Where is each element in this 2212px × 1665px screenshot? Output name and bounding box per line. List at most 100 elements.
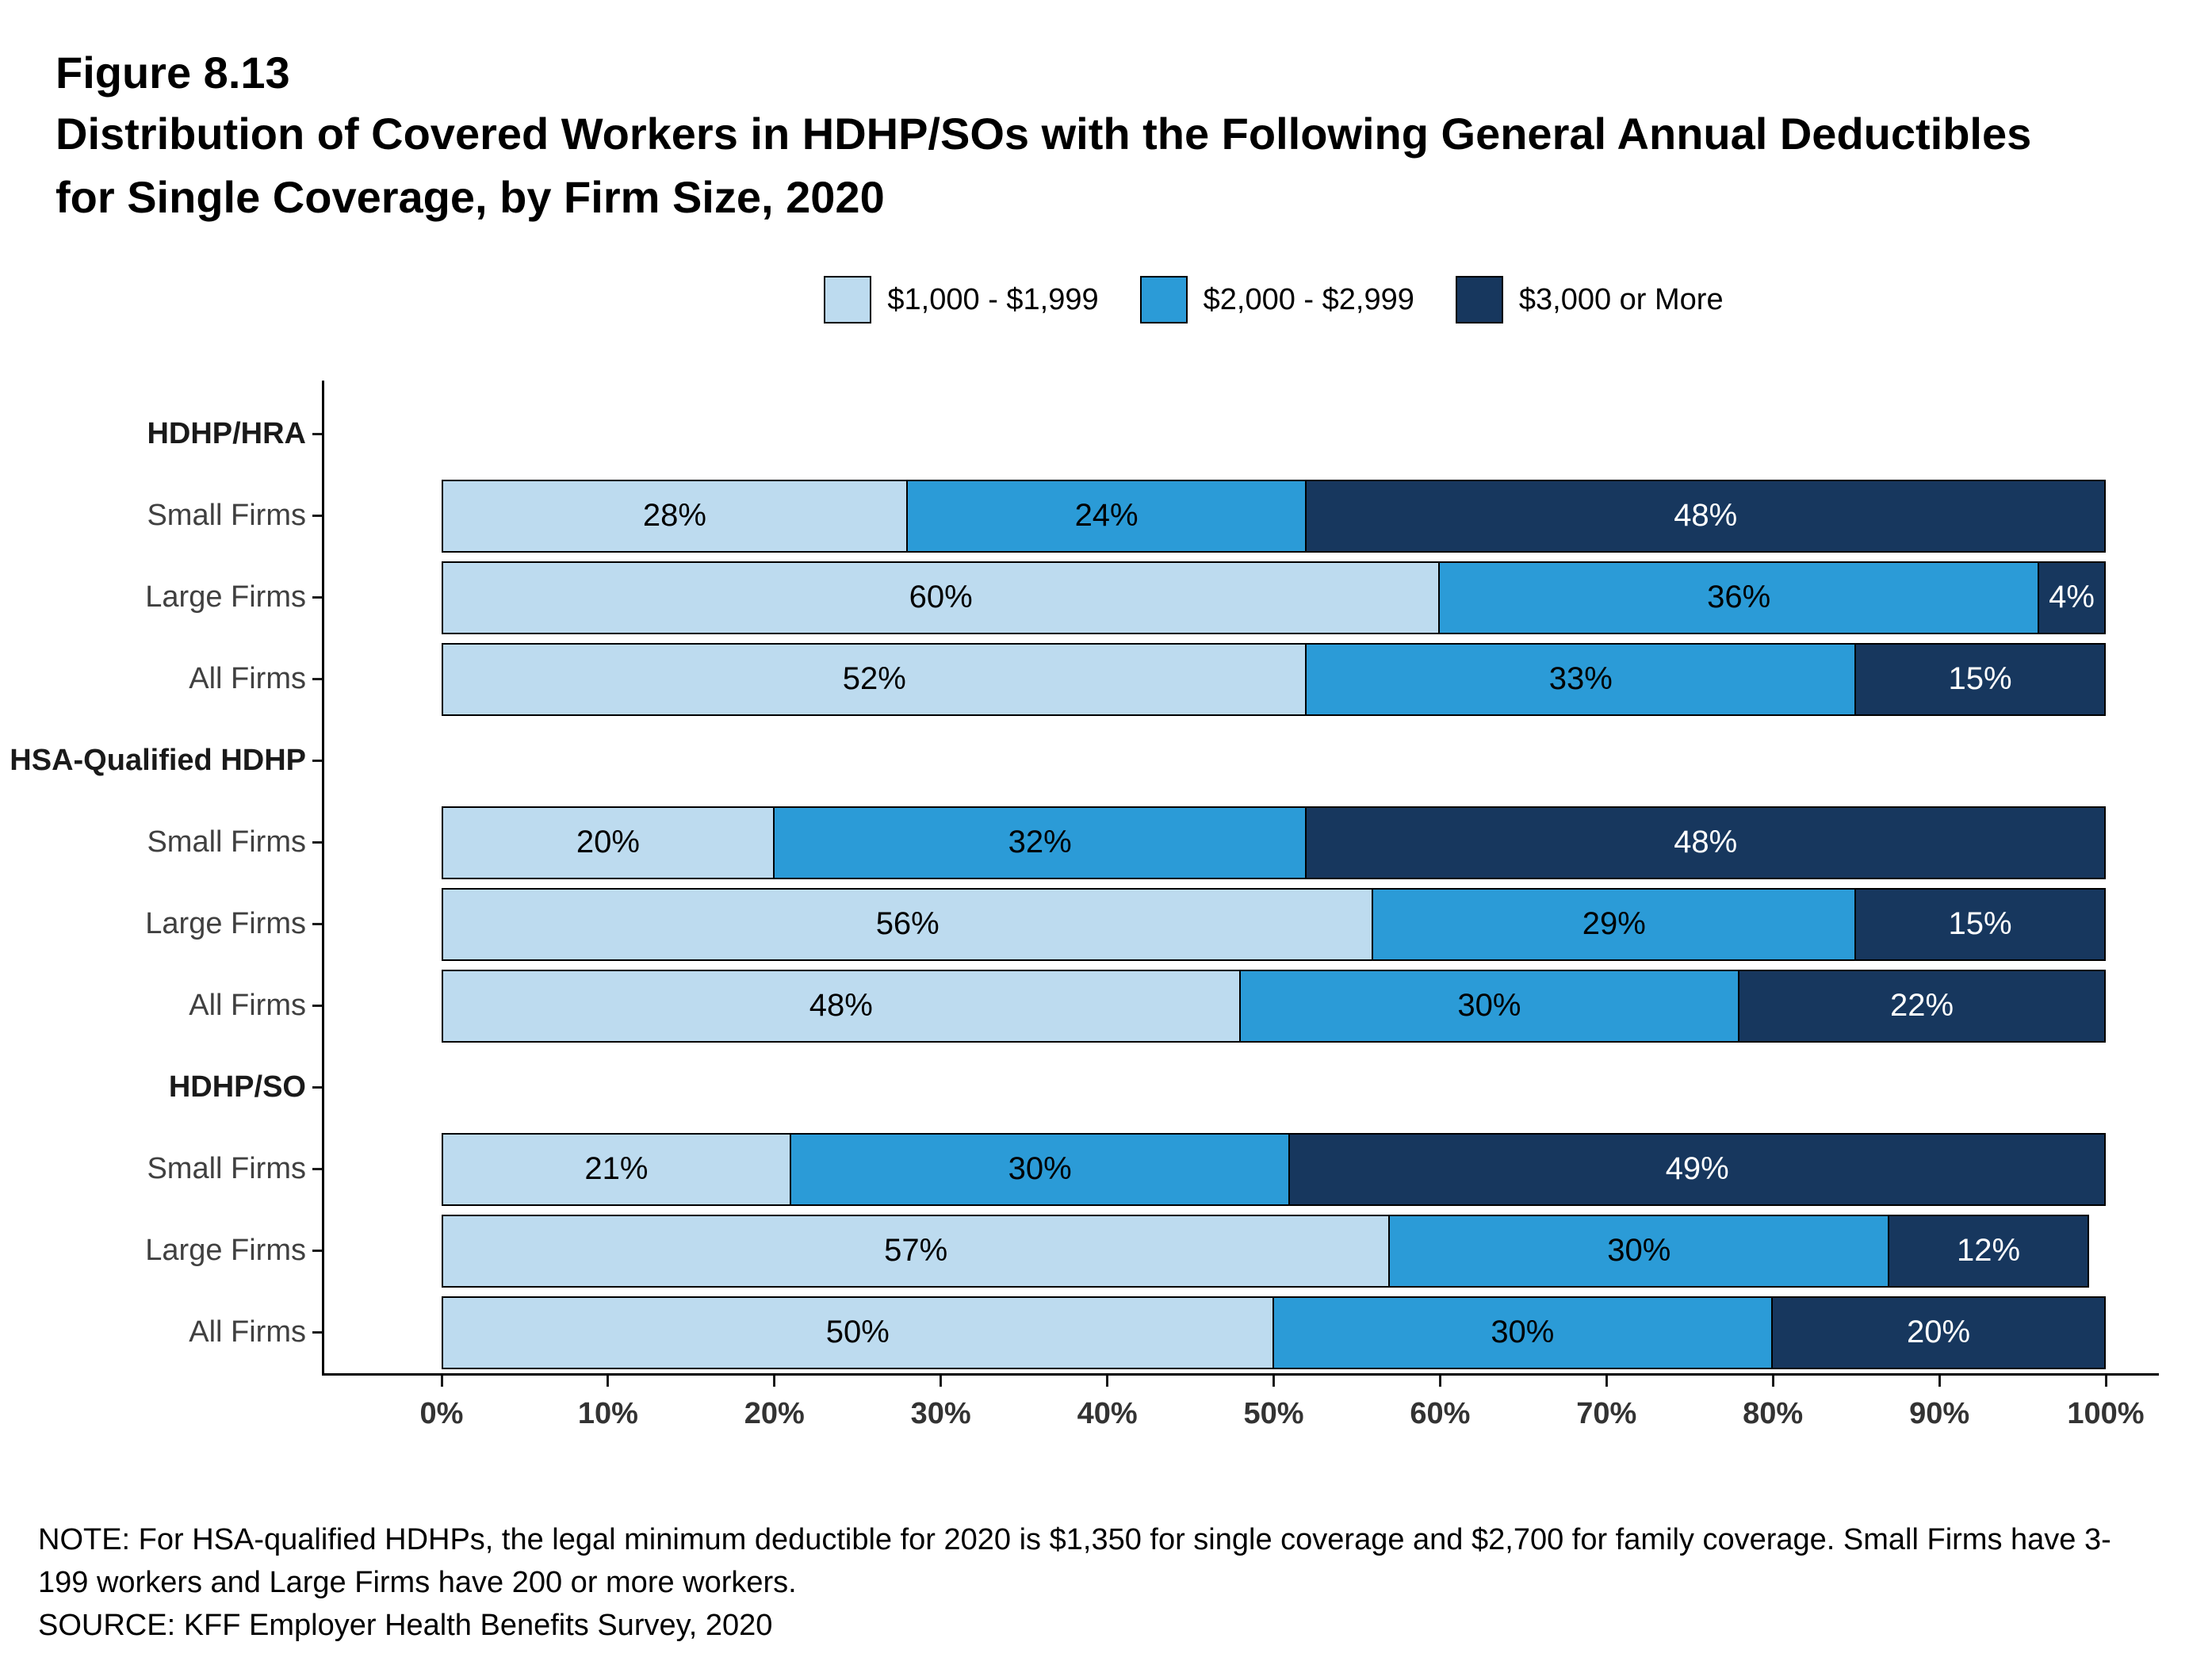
legend-swatch-icon	[1455, 276, 1503, 323]
bar-segment-value: 22%	[1890, 988, 1954, 1023]
legend-swatch-icon	[1139, 276, 1188, 323]
bar-segment: 22%	[1739, 969, 2106, 1043]
stacked-bar: 21% 30% 49%	[442, 1132, 2106, 1206]
x-axis-tick-label: 0%	[419, 1397, 464, 1430]
bar-segment: 28%	[442, 479, 908, 553]
note-text: NOTE: For HSA-qualified HDHPs, the legal…	[38, 1523, 2111, 1599]
bar-segment: 52%	[442, 642, 1307, 716]
bar-row: Large Firms 56% 29% 15%	[0, 883, 2106, 965]
y-axis-label: All Firms	[189, 662, 306, 695]
bar-segment: 56%	[442, 887, 1374, 961]
bar-segment-value: 30%	[1008, 1151, 1072, 1186]
bar-segment: 48%	[1307, 479, 2106, 553]
bar-segment-value: 15%	[1948, 906, 2012, 941]
bar-segment-value: 57%	[884, 1233, 948, 1268]
legend-label: $3,000 or More	[1518, 282, 1724, 316]
y-axis-tick	[312, 760, 322, 762]
y-axis-tick	[312, 433, 322, 435]
chart-header: Figure 8.13 Distribution of Covered Work…	[0, 0, 2212, 229]
notes: NOTE: For HSA-qualified HDHPs, the legal…	[38, 1518, 2131, 1647]
bar-segment-value: 30%	[1457, 988, 1521, 1023]
bar-segment-value: 56%	[875, 906, 940, 941]
bar-row: Small Firms 28% 24% 48%	[0, 475, 2106, 557]
bar-segment-value: 21%	[584, 1151, 649, 1186]
y-axis-label: HDHP/HRA	[147, 417, 306, 450]
x-axis-tick-label: 60%	[1410, 1397, 1471, 1430]
bar-segment-value: 20%	[1907, 1315, 1971, 1349]
y-axis-label: Small Firms	[147, 1152, 306, 1185]
group-label-row: HDHP/SO	[0, 1047, 2106, 1128]
legend-item-0: $1,000 - $1,999	[824, 276, 1099, 323]
bar-segment: 30%	[790, 1132, 1291, 1206]
bar-rows: HDHP/HRA Small Firms 28% 24% 48% Large Firms 6…	[0, 393, 2106, 1373]
stacked-bar: 20% 32% 48%	[442, 806, 2106, 879]
bar-row: Large Firms 60% 36% 4%	[0, 557, 2106, 638]
y-axis-tick	[312, 1331, 322, 1334]
bar-segment: 15%	[1856, 642, 2106, 716]
bar-segment: 20%	[1773, 1296, 2106, 1369]
bar-segment: 24%	[907, 479, 1307, 553]
x-axis-tick	[1938, 1376, 1941, 1387]
bar-segment-value: 50%	[825, 1315, 890, 1349]
group-label-row: HDHP/HRA	[0, 393, 2106, 475]
bar-segment: 29%	[1373, 887, 1857, 961]
bar-segment-value: 36%	[1707, 580, 1771, 614]
legend-label: $2,000 - $2,999	[1203, 282, 1414, 316]
stacked-bar: 60% 36% 4%	[442, 561, 2106, 634]
bar-segment: 48%	[1307, 806, 2106, 879]
bar-segment-value: 12%	[1957, 1233, 2021, 1268]
bar-segment: 50%	[442, 1296, 1274, 1369]
bar-segment: 30%	[1273, 1296, 1774, 1369]
x-axis-tick	[1438, 1376, 1441, 1387]
bar-row: All Firms 52% 33% 15%	[0, 638, 2106, 720]
bar-segment-value: 30%	[1607, 1233, 1671, 1268]
y-axis-label: Small Firms	[147, 825, 306, 859]
bar-segment-value: 20%	[576, 825, 640, 859]
y-axis-tick	[312, 515, 322, 517]
bar-segment: 33%	[1307, 642, 1857, 716]
bar-row: All Firms 50% 30% 20%	[0, 1292, 2106, 1373]
y-axis-tick	[312, 841, 322, 844]
y-axis-tick	[312, 596, 322, 599]
bar-segment-value: 49%	[1665, 1151, 1729, 1186]
legend-swatch-icon	[824, 276, 872, 323]
chart-title-line2: for Single Coverage, by Firm Size, 2020	[55, 172, 885, 222]
bar-segment: 30%	[1390, 1214, 1890, 1288]
bar-segment-value: 60%	[909, 580, 973, 614]
legend: $1,000 - $1,999 $2,000 - $2,999 $3,000 or …	[442, 276, 2106, 323]
y-axis-label: All Firms	[189, 989, 306, 1022]
x-axis-tick-label: 70%	[1576, 1397, 1637, 1430]
source-text: SOURCE: KFF Employer Health Benefits Sur…	[38, 1609, 773, 1642]
bar-segment: 30%	[1240, 969, 1740, 1043]
bar-segment-value: 4%	[2049, 580, 2095, 614]
bar-segment-value: 48%	[1674, 825, 1738, 859]
bar-segment-value: 32%	[1008, 825, 1072, 859]
y-axis-label: HSA-Qualified HDHP	[10, 744, 306, 777]
x-axis-tick-label: 90%	[1909, 1397, 1970, 1430]
bar-segment-value: 29%	[1582, 906, 1646, 941]
x-axis-tick	[607, 1376, 610, 1387]
bar-segment: 12%	[1889, 1214, 2089, 1288]
bar-segment-value: 15%	[1948, 661, 2012, 696]
stacked-bar: 48% 30% 22%	[442, 969, 2106, 1043]
y-axis-label: Large Firms	[145, 580, 306, 614]
x-axis-tick-label: 50%	[1243, 1397, 1304, 1430]
bar-segment-value: 48%	[1674, 498, 1738, 533]
y-axis-line	[322, 381, 324, 1376]
y-axis-label: Large Firms	[145, 907, 306, 940]
y-axis-label: Large Firms	[145, 1234, 306, 1267]
bar-segment: 49%	[1290, 1132, 2106, 1206]
x-axis-tick	[440, 1376, 443, 1387]
y-axis-tick	[312, 678, 322, 680]
group-label-row: HSA-Qualified HDHP	[0, 720, 2106, 802]
bar-row: Large Firms 57% 30% 12%	[0, 1210, 2106, 1292]
x-axis-tick	[1272, 1376, 1275, 1387]
bar-segment: 60%	[442, 561, 1441, 634]
y-axis-tick	[312, 1005, 322, 1007]
bar-segment: 57%	[442, 1214, 1391, 1288]
y-axis-tick	[312, 1250, 322, 1252]
x-axis-tick	[1771, 1376, 1774, 1387]
bar-segment-value: 33%	[1548, 661, 1613, 696]
stacked-bar: 56% 29% 15%	[442, 887, 2106, 961]
